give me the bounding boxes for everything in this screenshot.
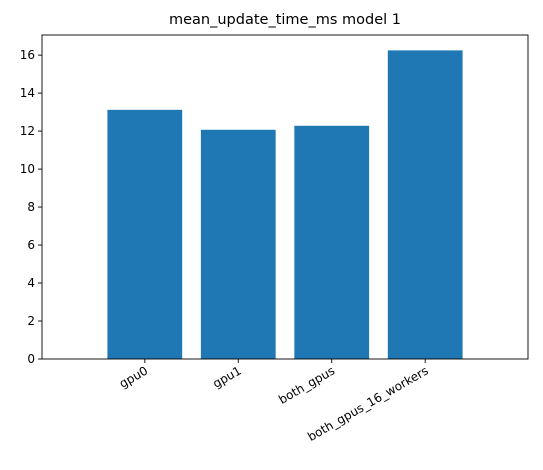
bars-layer: [107, 50, 463, 359]
y-tick-label: 2: [27, 314, 35, 328]
y-tick-label: 6: [27, 238, 35, 252]
chart-title: mean_update_time_ms model 1: [169, 12, 401, 28]
y-tick-label: 8: [27, 200, 35, 214]
y-tick-label: 12: [20, 124, 35, 138]
plot-frame: [41, 34, 529, 360]
bar-both_gpus_16_workers: [387, 50, 463, 359]
y-tick-label: 14: [20, 86, 35, 100]
bar-gpu1: [200, 129, 276, 359]
y-tick-label: 10: [20, 162, 35, 176]
y-tick-label: 0: [27, 352, 35, 366]
bar-gpu0: [107, 109, 183, 359]
y-tick-label: 16: [20, 48, 35, 62]
bar-both_gpus: [294, 125, 370, 359]
y-tick-label: 4: [27, 276, 35, 290]
